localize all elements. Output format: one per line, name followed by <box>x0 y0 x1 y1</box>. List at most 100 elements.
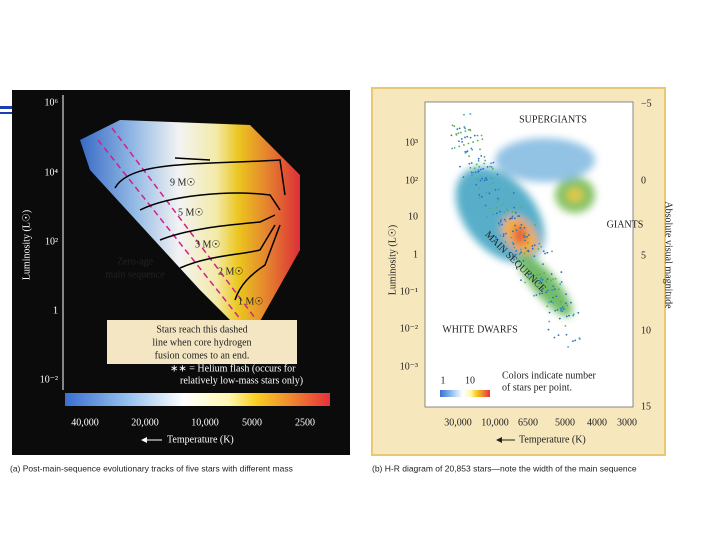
star-dot <box>477 170 480 173</box>
star-dot <box>461 140 464 143</box>
star-dot <box>515 229 518 232</box>
star-dot <box>483 156 486 158</box>
star-dot <box>511 211 514 213</box>
star-dot <box>538 273 541 276</box>
x-axis-label: Temperature (K) <box>167 434 234 445</box>
star-dot <box>514 211 517 214</box>
star-dot <box>533 294 535 297</box>
star-dot <box>550 279 552 282</box>
star-dot <box>550 300 553 303</box>
y-tick-label: 10⁶ <box>45 97 59 108</box>
star-dot <box>567 345 569 348</box>
star-dot <box>547 328 550 331</box>
y2-tick-label: 15 <box>641 401 651 412</box>
star-dot <box>459 131 462 134</box>
star-dot <box>513 246 515 249</box>
star-dot <box>545 280 548 283</box>
star-dot <box>456 128 459 131</box>
star-dot <box>570 301 572 304</box>
star-dot <box>574 339 577 342</box>
star-dot <box>545 291 547 294</box>
star-dot <box>469 113 472 115</box>
star-dot <box>510 236 513 239</box>
star-dot <box>527 242 529 244</box>
star-dot <box>464 127 467 130</box>
region-label: WHITE DWARFS <box>442 324 517 335</box>
helium-flash-note: relatively low-mass stars only) <box>180 375 303 386</box>
star-dot <box>462 144 465 146</box>
star-dot <box>511 217 514 220</box>
star-dot <box>503 218 506 221</box>
star-dot <box>515 250 518 252</box>
star-dot <box>459 165 461 168</box>
star-dot <box>552 296 554 299</box>
star-dot <box>468 155 470 158</box>
star-dot <box>568 314 570 317</box>
star-dot <box>516 215 519 218</box>
star-dot <box>551 250 553 253</box>
star-dot <box>540 276 543 279</box>
star-dot <box>524 235 527 238</box>
star-dot <box>470 147 473 150</box>
star-dot <box>485 177 487 179</box>
star-dot <box>477 159 480 162</box>
star-dot <box>534 274 536 277</box>
star-dot <box>494 188 497 191</box>
star-dot <box>458 145 461 148</box>
star-dot <box>486 166 489 168</box>
star-dot <box>542 284 544 286</box>
star-dot <box>502 203 505 205</box>
star-dot <box>531 247 534 250</box>
star-dot <box>476 139 479 142</box>
star-dot <box>578 338 581 340</box>
star-dot <box>458 140 460 143</box>
star-dot <box>546 305 549 308</box>
star-dot <box>485 191 488 194</box>
star-dot <box>492 161 495 164</box>
caption: (b) H-R diagram of 20,853 stars—note the… <box>372 463 637 473</box>
star-dot <box>559 283 562 285</box>
star-dot <box>472 171 475 174</box>
star-dot <box>548 311 551 314</box>
star-dot <box>520 205 523 208</box>
x-tick-label: 5000 <box>242 417 262 428</box>
star-dot <box>551 289 554 292</box>
y-axis-label: Luminosity (L☉) <box>21 210 32 280</box>
star-dot <box>524 232 526 235</box>
star-dot <box>514 253 517 256</box>
star-dot <box>535 294 538 296</box>
star-dot <box>499 234 502 237</box>
star-dot <box>496 201 499 203</box>
star-dot <box>540 288 543 291</box>
star-dot <box>453 125 456 128</box>
star-dot <box>512 230 514 233</box>
star-dot <box>564 324 567 327</box>
track-label: 2 M☉ <box>218 266 243 277</box>
star-dot <box>538 242 541 245</box>
star-dot <box>483 162 486 165</box>
star-dot <box>479 148 481 151</box>
star-dot <box>565 302 567 305</box>
star-dot <box>554 277 557 280</box>
y-tick-label: 10 <box>408 211 418 222</box>
y-tick-label: 10⁻³ <box>400 361 418 372</box>
star-dot <box>511 255 514 258</box>
star-dot <box>502 233 505 236</box>
star-dot <box>497 198 500 201</box>
star-dot <box>518 259 520 262</box>
star-dot <box>541 292 544 295</box>
star-dot <box>530 273 532 275</box>
y-tick-label: 10⁻² <box>400 323 418 334</box>
star-dot <box>524 247 527 249</box>
star-dot <box>458 127 461 130</box>
star-dot <box>490 177 493 180</box>
star-dot <box>572 313 575 316</box>
star-dot <box>540 281 543 284</box>
star-dot <box>464 136 466 139</box>
star-dot <box>462 176 465 178</box>
star-dot <box>464 130 467 133</box>
star-dot <box>548 320 551 323</box>
star-dot <box>496 173 499 176</box>
y-tick-label: 10² <box>45 236 58 247</box>
